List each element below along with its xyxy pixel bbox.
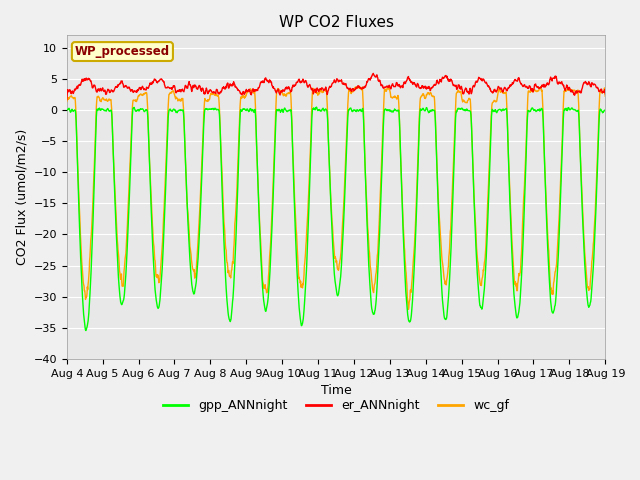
Text: WP_processed: WP_processed: [75, 45, 170, 58]
X-axis label: Time: Time: [321, 384, 351, 397]
Legend: gpp_ANNnight, er_ANNnight, wc_gf: gpp_ANNnight, er_ANNnight, wc_gf: [158, 395, 514, 418]
Y-axis label: CO2 Flux (umol/m2/s): CO2 Flux (umol/m2/s): [15, 129, 28, 265]
Title: WP CO2 Fluxes: WP CO2 Fluxes: [278, 15, 394, 30]
